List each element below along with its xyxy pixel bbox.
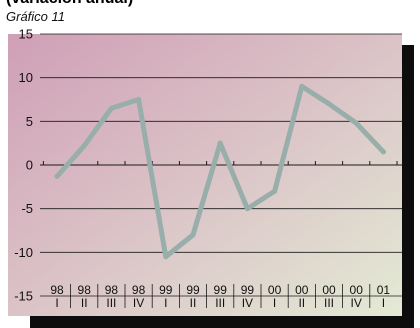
zero-axis — [40, 161, 402, 166]
cropped-header-title: (variación anual) — [0, 0, 420, 8]
x-category-quarter: II — [190, 296, 197, 310]
data-point — [299, 83, 305, 89]
data-point — [54, 173, 60, 179]
x-category-year: 98 — [50, 283, 64, 297]
x-category-quarter: IV — [242, 296, 253, 310]
data-point — [272, 188, 278, 194]
y-tick-label: 10 — [19, 70, 33, 85]
y-tick-label: 5 — [26, 114, 33, 129]
plot-shadow-right — [402, 45, 414, 328]
x-category-year: 98 — [78, 283, 92, 297]
x-category-year: 99 — [241, 283, 255, 297]
x-category-quarter: IV — [351, 296, 362, 310]
data-point — [353, 120, 359, 126]
x-category-year: 99 — [214, 283, 228, 297]
header-title-text: (variación anual) — [6, 0, 133, 8]
x-category-year: 98 — [105, 283, 119, 297]
y-tick-label: 0 — [26, 158, 33, 173]
x-category-year: 99 — [159, 283, 173, 297]
data-point — [108, 105, 114, 111]
x-category-quarter: III — [324, 296, 334, 310]
plot-area — [8, 34, 402, 316]
x-category-quarter: III — [106, 296, 116, 310]
plot-shadow-bottom — [30, 316, 414, 328]
data-point — [326, 101, 332, 107]
y-tick-label: -5 — [21, 201, 33, 216]
x-category-year: 01 — [377, 283, 391, 297]
series-layer — [54, 83, 386, 260]
y-tick-label: -10 — [14, 245, 33, 260]
x-category-year: 99 — [186, 283, 200, 297]
y-tick-label: 15 — [19, 27, 33, 42]
x-category-year: 00 — [295, 283, 309, 297]
data-point — [163, 254, 169, 260]
x-category-quarter: IV — [133, 296, 144, 310]
x-category-year: 00 — [322, 283, 336, 297]
x-category-quarter: II — [81, 296, 88, 310]
y-axis-ticks: -15 -10 -5 0 5 10 15 — [14, 27, 33, 304]
x-category-quarter: I — [273, 296, 276, 310]
data-point — [81, 143, 87, 149]
data-point — [190, 232, 196, 238]
data-point — [217, 140, 223, 146]
x-category-quarter: I — [382, 296, 385, 310]
figure-label: Gráfico 11 — [6, 9, 66, 24]
data-point — [136, 97, 142, 102]
y-tick-label: -15 — [14, 289, 33, 304]
x-category-quarter: III — [215, 296, 225, 310]
x-category-year: 00 — [350, 283, 364, 297]
x-category-quarter: I — [164, 296, 167, 310]
data-point — [244, 206, 250, 212]
x-category-year: 00 — [268, 283, 282, 297]
data-point — [380, 149, 386, 155]
x-axis-categories: 98I98II98III98IV99I99II99III99IV00I00II0… — [50, 283, 390, 310]
x-category-year: 98 — [132, 283, 146, 297]
x-category-quarter: I — [55, 296, 58, 310]
x-category-quarter: II — [298, 296, 305, 310]
